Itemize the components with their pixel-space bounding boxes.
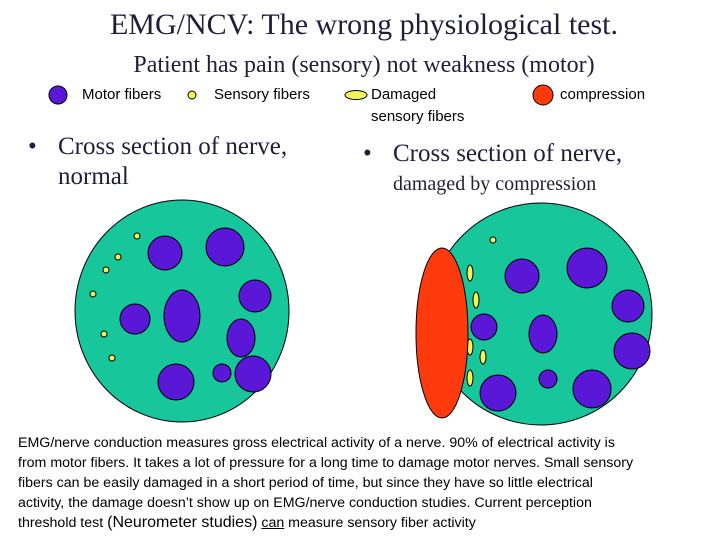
legend-motor-label: Motor fibers — [82, 86, 162, 103]
motor-fiber — [504, 258, 540, 294]
motor-fiber — [234, 355, 272, 393]
motor-fiber — [613, 332, 651, 370]
legend-damaged-swatch — [344, 90, 368, 100]
motor-fiber — [566, 247, 608, 289]
paragraph-line: EMG/nerve conduction measures gross elec… — [18, 435, 615, 451]
sensory-fiber — [100, 330, 108, 338]
explanation-paragraph: EMG/nerve conduction measures gross elec… — [18, 433, 724, 533]
bullet-marker: • — [28, 133, 37, 160]
legend-compression-label: compression — [560, 86, 646, 103]
paragraph-line: from motor fibers. It takes a lot of pre… — [18, 455, 634, 471]
motor-fiber — [479, 374, 517, 412]
damaged-sensory-fiber — [472, 291, 480, 309]
legend-compression-swatch — [532, 84, 554, 106]
paragraph-line: threshold test (Neurometer studies) can … — [18, 513, 724, 533]
sensory-fiber — [133, 232, 141, 240]
motor-fiber — [528, 314, 558, 354]
paragraph-line: fibers can be easily damaged in a short … — [18, 475, 593, 491]
paragraph-text: measure sensory fiber activity — [284, 515, 476, 531]
paragraph-line: activity, the damage doesn’t show up on … — [18, 495, 592, 511]
left-bullet-line1: Cross section of nerve, — [58, 133, 288, 160]
motor-fiber — [212, 363, 232, 383]
neurometer-text: (Neurometer studies) — [107, 514, 258, 531]
right-bullet-line2: damaged by compression — [393, 173, 597, 195]
sensory-fiber — [89, 290, 97, 298]
motor-fiber — [119, 303, 151, 335]
motor-fiber — [205, 227, 245, 267]
motor-fiber — [611, 289, 645, 323]
compression-mass — [415, 247, 469, 419]
motor-fiber — [147, 235, 183, 271]
damaged-sensory-fiber — [466, 264, 474, 282]
motor-fiber — [470, 313, 498, 341]
legend-damaged-label: Damaged — [371, 86, 437, 103]
page-subtitle: Patient has pain (sensory) not weakness … — [133, 52, 595, 78]
sensory-fiber — [108, 354, 116, 362]
damaged-sensory-fiber — [466, 369, 474, 387]
legend-motor-swatch — [48, 85, 68, 105]
motor-fiber — [572, 369, 612, 409]
legend-damaged-label-line2: sensory fibers — [371, 108, 465, 125]
left-bullet: • Cross section of nerve, normal — [28, 133, 348, 193]
sensory-fiber — [114, 253, 122, 261]
motor-fiber — [157, 363, 195, 401]
damaged-sensory-fiber — [479, 349, 487, 365]
page-title: EMG/NCV: The wrong physiological test. — [109, 8, 618, 41]
paragraph-text: threshold test — [18, 515, 108, 531]
motor-fiber — [226, 318, 256, 358]
left-bullet-line2: normal — [58, 163, 129, 190]
right-bullet-line1: Cross section of nerve, — [393, 140, 623, 167]
motor-fiber — [538, 369, 558, 389]
right-bullet: • Cross section of nerve, damaged by com… — [363, 140, 723, 200]
legend-sensory-label: Sensory fibers — [214, 86, 310, 103]
motor-fiber — [238, 279, 272, 313]
can-emphasis: can — [261, 515, 285, 531]
normal-nerve-cross-section — [74, 199, 290, 423]
motor-fiber — [163, 289, 201, 343]
bullet-marker: • — [363, 140, 372, 167]
legend-sensory-swatch — [187, 90, 197, 100]
sensory-fiber — [489, 236, 497, 244]
sensory-fiber — [102, 266, 110, 274]
damaged-nerve-cross-section — [415, 202, 653, 426]
